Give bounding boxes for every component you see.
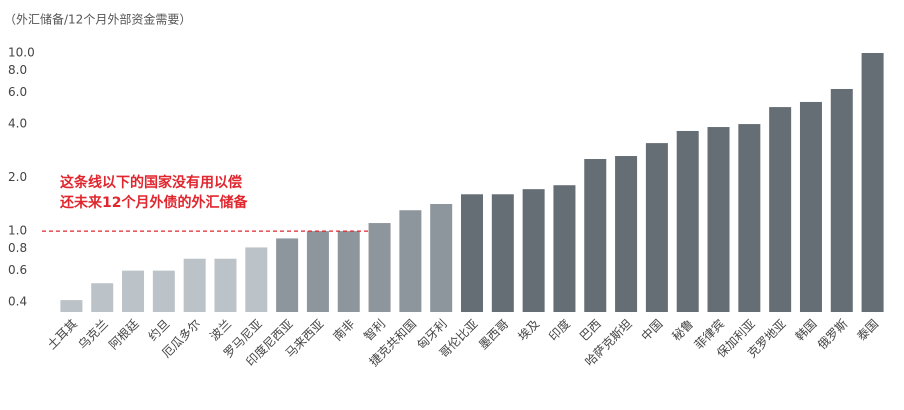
x-tick-label: 印度 <box>545 316 573 344</box>
bar <box>399 210 422 312</box>
bar <box>615 156 638 312</box>
x-tick-label: 墨西哥 <box>476 317 511 352</box>
y-tick-label: 2.0 <box>8 170 27 184</box>
bar <box>214 258 237 312</box>
bar <box>276 238 299 312</box>
x-tick-label: 约旦 <box>145 316 173 344</box>
y-tick-label: 8.0 <box>8 63 27 77</box>
bar <box>738 124 761 312</box>
bar <box>707 127 730 312</box>
x-tick-label: 巴西 <box>577 317 604 344</box>
bar <box>245 247 268 312</box>
x-tick-label: 中国 <box>638 316 666 344</box>
y-tick-label: 10.0 <box>8 46 35 60</box>
bar <box>584 159 607 312</box>
bar <box>769 107 792 312</box>
x-tick-label: 埃及 <box>515 317 542 344</box>
bar <box>60 300 83 312</box>
x-tick-label: 土耳其 <box>45 317 80 352</box>
x-tick-label: 阿根廷 <box>106 317 141 352</box>
bar <box>645 143 668 312</box>
x-tick-label: 乌克兰 <box>75 316 111 352</box>
bar <box>522 189 545 312</box>
bar <box>152 270 175 312</box>
chart-title: （外汇储备/12个月外部资金需要） <box>4 12 191 27</box>
x-tick-label: 智利 <box>361 316 389 344</box>
annotation: 还未来12个月外债的外汇储备 <box>59 194 248 211</box>
x-tick-label: 秘鲁 <box>669 317 696 344</box>
bar <box>461 194 483 312</box>
x-tick-label: 波兰 <box>207 317 234 344</box>
bar <box>337 231 360 312</box>
x-tick-label: 泰国 <box>854 317 881 344</box>
bar <box>676 130 699 312</box>
y-tick-label: 1.0 <box>8 224 27 238</box>
bar <box>91 283 114 312</box>
bar <box>183 258 206 312</box>
y-tick-label: 6.0 <box>8 85 27 99</box>
y-tick-label: 0.6 <box>8 263 27 277</box>
y-tick-label: 0.4 <box>8 295 27 309</box>
bar <box>430 203 453 312</box>
bar <box>861 53 884 312</box>
y-tick-label: 4.0 <box>8 116 27 130</box>
y-tick-label: 0.8 <box>8 241 27 255</box>
x-tick-label: 南非 <box>330 316 358 344</box>
bar <box>368 223 391 312</box>
bar <box>830 88 853 312</box>
bar <box>799 101 822 313</box>
x-tick-label: 俄罗斯 <box>815 317 850 352</box>
bar <box>306 231 329 312</box>
bar <box>122 270 145 312</box>
annotation: 这条线以下的国家没有用以偿 <box>60 174 242 191</box>
bar <box>491 194 514 312</box>
x-tick-label: 韩国 <box>792 316 820 344</box>
bar <box>553 185 576 312</box>
